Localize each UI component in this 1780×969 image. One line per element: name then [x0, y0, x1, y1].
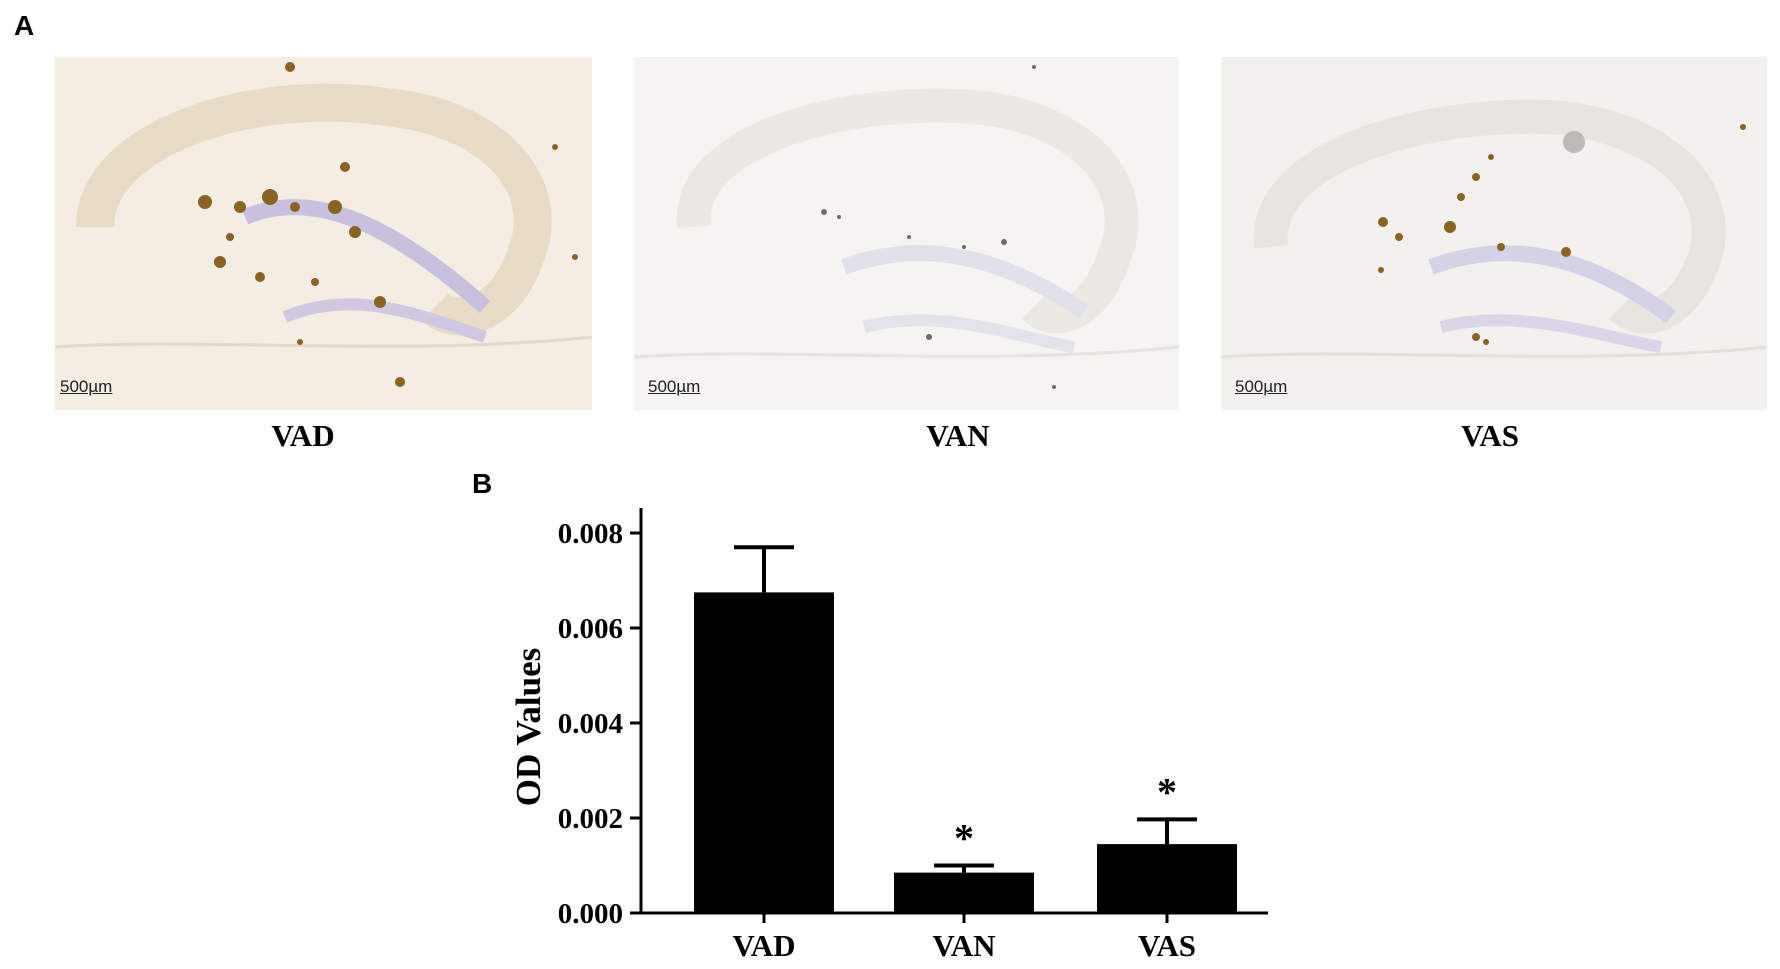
micrograph-van [634, 57, 1179, 410]
significance-marker: * [1157, 769, 1177, 814]
panel-a-letter: A [14, 10, 35, 41]
caption-vad: VAD [271, 418, 335, 453]
y-tick-label: 0.000 [558, 898, 623, 930]
y-tick-label: 0.006 [558, 613, 623, 645]
bar-vad [694, 592, 834, 913]
x-tick-label: VAS [1138, 928, 1196, 963]
bar-vas [1097, 844, 1237, 913]
y-tick-label: 0.002 [558, 803, 623, 835]
micrograph-vas [1221, 57, 1767, 410]
scale-bar-vad: 500µm [60, 377, 113, 396]
bar-van [894, 872, 1034, 913]
significance-marker: * [954, 816, 974, 861]
micrograph-vad [55, 57, 592, 410]
scale-bar-van: 500µm [648, 377, 701, 396]
x-tick-label: VAD [732, 928, 795, 963]
y-axis-label: OD Values [509, 648, 548, 807]
caption-van: VAN [926, 418, 990, 453]
panel-b-letter: B [472, 468, 493, 499]
y-tick-label: 0.004 [558, 708, 623, 740]
x-tick-label: VAN [932, 928, 995, 963]
caption-vas: VAS [1460, 418, 1520, 453]
scale-bar-vas: 500µm [1235, 377, 1288, 396]
y-tick-label: 0.008 [558, 518, 623, 550]
